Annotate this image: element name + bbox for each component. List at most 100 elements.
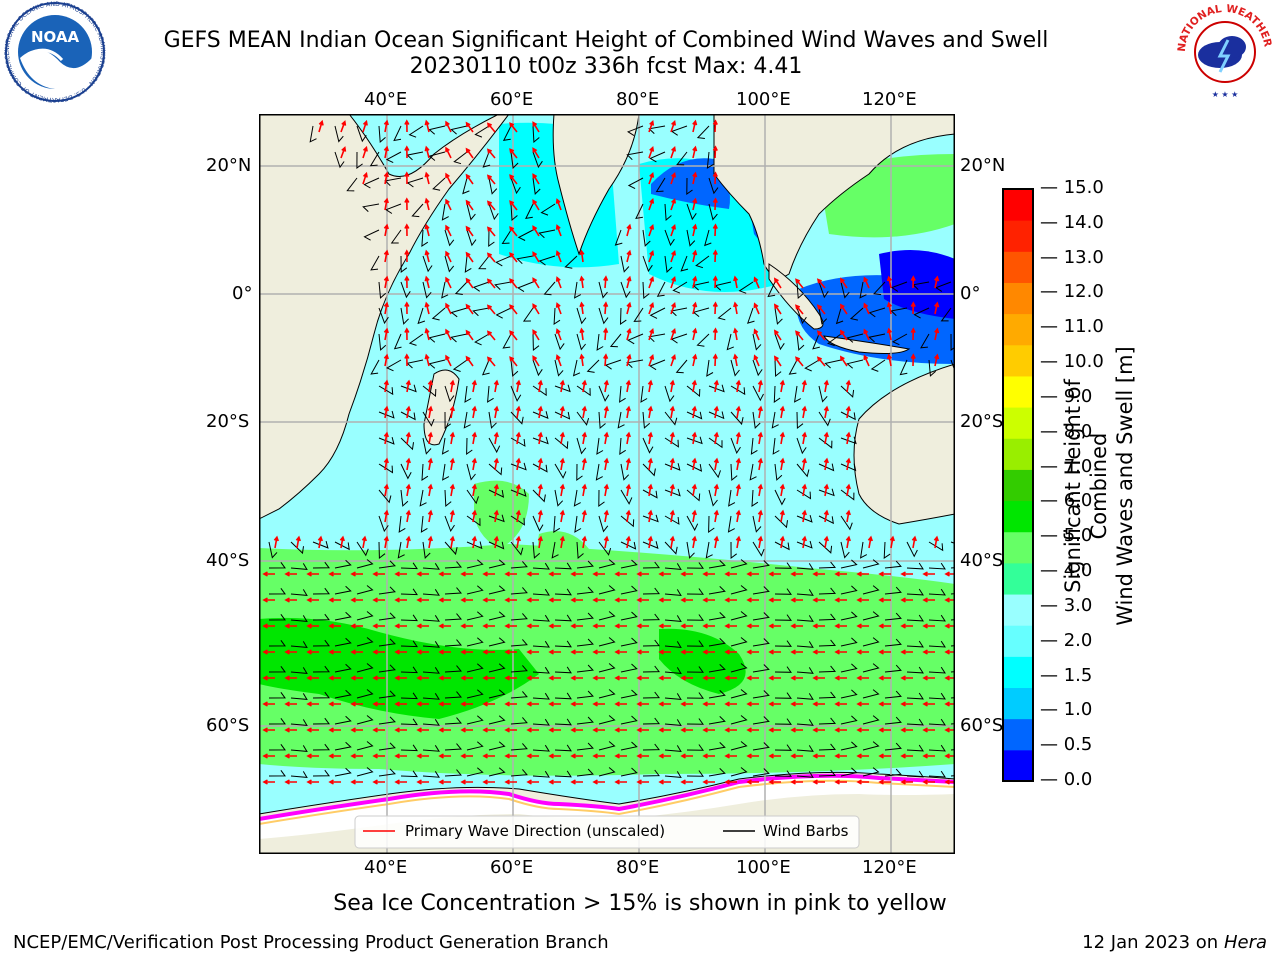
wave-direction-arrow (570, 727, 583, 733)
wave-direction-arrow (262, 727, 275, 733)
wind-barb (312, 561, 330, 569)
wind-barb (818, 769, 837, 777)
wave-direction-arrow (416, 779, 429, 785)
wind-barb (441, 203, 449, 221)
wind-barb (444, 229, 455, 247)
wind-barb (796, 333, 805, 351)
wind-barb (774, 489, 786, 506)
wind-barb (772, 437, 780, 455)
wind-barb (609, 333, 622, 348)
wave-direction-arrow (284, 727, 297, 733)
wave-direction-arrow (812, 623, 825, 629)
wave-direction-arrow (350, 675, 363, 681)
wave-direction-arrow (350, 753, 363, 759)
wave-direction-arrow (460, 597, 473, 603)
wave-direction-arrow (460, 779, 473, 785)
wind-barb (428, 333, 446, 343)
wind-barb (532, 436, 549, 445)
wind-barb (774, 744, 792, 751)
wave-direction-arrow (581, 431, 587, 445)
wave-direction-arrow (779, 431, 785, 445)
wind-barb (378, 716, 396, 725)
wave-direction-arrow (559, 379, 565, 393)
wind-barb (752, 768, 770, 777)
wind-barb (642, 587, 660, 595)
wave-direction-arrow (537, 457, 543, 471)
wind-barb (774, 770, 792, 777)
wave-direction-arrow (691, 509, 697, 523)
wave-direction-arrow (383, 145, 389, 159)
wave-direction-arrow (471, 457, 477, 471)
wind-barb (444, 255, 455, 273)
wind-barb (774, 515, 788, 529)
wave-direction-arrow (658, 675, 671, 681)
wave-direction-arrow (702, 675, 715, 681)
wind-barb (598, 689, 616, 699)
wave-direction-arrow (570, 779, 583, 785)
wave-direction-arrow (878, 701, 891, 707)
wave-direction-arrow (735, 405, 741, 419)
wave-direction-arrow (834, 779, 847, 785)
wind-barb (906, 744, 924, 752)
lon-label-bottom-40e: 40°E (364, 857, 408, 878)
wave-direction-arrow (416, 571, 429, 577)
wind-barb (751, 489, 759, 507)
wave-direction-arrow (570, 675, 583, 681)
wind-barb (695, 255, 710, 269)
wind-barb (859, 281, 867, 299)
wave-direction-arrow (416, 675, 429, 681)
lon-label-bottom-60e: 60°E (490, 857, 534, 878)
wind-barb (664, 488, 681, 497)
wave-direction-arrow (712, 301, 718, 315)
wave-direction-arrow (405, 509, 411, 523)
wind-barb (378, 690, 396, 699)
wave-direction-arrow (570, 701, 583, 707)
wave-direction-arrow (625, 405, 631, 419)
wave-direction-arrow (779, 483, 785, 497)
wave-direction-arrow (647, 483, 653, 497)
wind-barb (576, 541, 584, 560)
wind-barb (346, 177, 358, 192)
wind-barb (796, 641, 814, 648)
wave-direction-arrow (424, 223, 430, 237)
wave-direction-arrow (383, 249, 389, 263)
wind-barb (620, 463, 630, 481)
wind-barb (474, 125, 490, 138)
wave-direction-arrow (603, 405, 609, 419)
wind-barb (598, 281, 608, 299)
wave-direction-arrow (790, 701, 803, 707)
wind-barb (466, 767, 484, 777)
wind-barb (771, 411, 779, 429)
wind-barb (466, 715, 484, 725)
wave-direction-arrow (922, 649, 935, 655)
wind-barb (708, 463, 721, 479)
wind-barb (356, 663, 374, 673)
wind-barb (576, 638, 594, 647)
wind-barb (728, 489, 736, 507)
wind-barb (400, 437, 414, 451)
wave-direction-arrow (424, 301, 430, 315)
wind-barb (686, 562, 704, 569)
wave-direction-arrow (493, 405, 499, 419)
wind-barb (884, 560, 902, 569)
wave-direction-arrow (486, 226, 496, 237)
wave-direction-arrow (878, 649, 891, 655)
wind-barb (510, 665, 528, 673)
wave-direction-arrow (482, 753, 495, 759)
wave-direction-arrow (509, 200, 518, 211)
wave-direction-arrow (306, 727, 319, 733)
wave-direction-arrow (724, 623, 737, 629)
wave-direction-arrow (845, 457, 851, 471)
wind-barb (334, 637, 352, 647)
colorbar-block (1003, 687, 1033, 720)
colorbar-tick-label: — 14.0 (1040, 211, 1104, 233)
wind-barb (363, 229, 380, 241)
wave-direction-arrow (823, 405, 829, 419)
wind-barb (717, 307, 732, 321)
wind-barb (482, 151, 491, 168)
wind-barb (774, 614, 792, 621)
wave-direction-arrow (823, 431, 829, 445)
wind-barb (390, 229, 402, 244)
wind-barb (312, 717, 330, 725)
wave-direction-arrow (724, 753, 737, 759)
